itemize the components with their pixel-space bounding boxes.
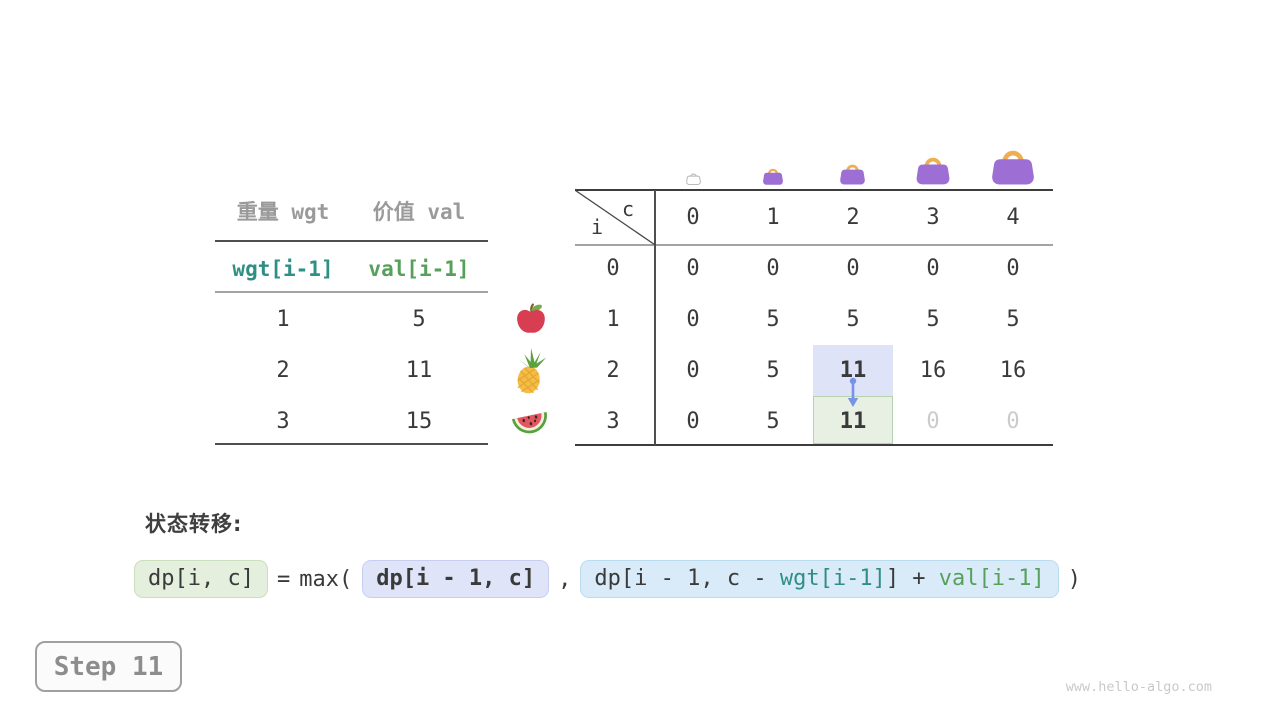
formula-arg2-mid: ] + [885, 566, 939, 591]
bag-icon-size-2 [840, 164, 865, 185]
bag-icon-size-3 [916, 157, 950, 185]
dp-cell: 0 [846, 256, 860, 281]
dp-cell: 0 [686, 307, 700, 332]
dp-cell: 0 [926, 256, 940, 281]
dp-row-header: 1 [606, 307, 620, 332]
item-row-val: 11 [405, 358, 433, 383]
items-val-expr: val[i-1] [368, 257, 470, 281]
dp-cell: 5 [1006, 307, 1020, 332]
watermelon-icon [511, 411, 547, 434]
dp-col-header: 3 [926, 205, 940, 230]
formula-arg2-box: dp[i - 1, c - wgt[i-1]] + val[i-1] [580, 560, 1059, 598]
dp-cell: 5 [766, 307, 780, 332]
formula-arg2-prefix: dp[i - 1, c - [594, 566, 780, 591]
dp-cell: 0 [1006, 256, 1020, 281]
formula-lhs-box: dp[i, c] [134, 560, 268, 598]
item-row-val: 15 [405, 409, 433, 434]
item-row-wgt: 3 [276, 409, 290, 434]
dp-col-header: 2 [846, 205, 860, 230]
items-weight-header: 重量 wgt [236, 200, 330, 224]
corner-row-var: i [590, 215, 604, 239]
dp-cell-dimmed: 0 [926, 409, 940, 434]
formula-arg1-box: dp[i - 1, c] [362, 560, 550, 598]
formula-arg2-val: val[i-1] [938, 566, 1045, 591]
dp-cell: 16 [999, 358, 1027, 383]
pineapple-icon [517, 347, 547, 394]
apple-icon [517, 303, 545, 333]
dp-cell: 5 [926, 307, 940, 332]
dp-cell: 5 [766, 409, 780, 434]
step-badge: Step 11 [35, 641, 182, 692]
dp-row-header: 0 [606, 256, 620, 281]
state-transition-formula: dp[i, c] = max( dp[i - 1, c] , dp[i - 1,… [134, 560, 1090, 598]
dp-cell: 0 [686, 358, 700, 383]
items-table-header-rule [215, 240, 488, 242]
bag-icon-size-1 [763, 168, 783, 185]
formula-equals: = [276, 566, 291, 592]
down-arrow-icon [847, 377, 859, 407]
dp-col-header: 4 [1006, 205, 1020, 230]
dp-cell-target: 11 [839, 409, 867, 434]
formula-arg2-wgt: wgt[i-1] [779, 566, 886, 591]
bag-icon-size-4 [992, 150, 1034, 185]
formula-close-paren: ) [1067, 566, 1082, 592]
items-table-bottom-rule [215, 443, 488, 445]
items-table-subheader-rule [215, 291, 488, 293]
dp-col-header: 0 [686, 205, 700, 230]
corner-diagonal-line [575, 190, 655, 245]
dp-table-bottom-rule [575, 443, 1053, 446]
dp-row-header: 2 [606, 358, 620, 383]
dp-cell: 0 [686, 256, 700, 281]
watermark: www.hello-algo.com [1065, 679, 1212, 695]
dp-table-vertical-rule [654, 190, 656, 445]
dp-cell: 0 [766, 256, 780, 281]
item-row-wgt: 1 [276, 307, 290, 332]
item-row-val: 5 [412, 307, 426, 332]
items-wgt-expr: wgt[i-1] [232, 257, 334, 281]
items-value-header: 价值 val [372, 200, 466, 224]
dp-cell: 0 [686, 409, 700, 434]
dp-col-header: 1 [766, 205, 780, 230]
dp-cell: 5 [766, 358, 780, 383]
item-row-wgt: 2 [276, 358, 290, 383]
dp-row-header: 3 [606, 409, 620, 434]
dp-table-top-rule [575, 189, 1053, 191]
dp-table-header-rule [575, 244, 1053, 246]
formula-max-open: max( [299, 566, 353, 592]
dp-cell: 16 [919, 358, 947, 383]
formula-comma: , [558, 566, 572, 592]
state-transition-label: 状态转移: [145, 512, 243, 536]
dp-cell: 5 [846, 307, 860, 332]
dp-cell-dimmed: 0 [1006, 409, 1020, 434]
bag-icon-size-0 [686, 173, 701, 185]
corner-col-var: c [621, 197, 635, 221]
